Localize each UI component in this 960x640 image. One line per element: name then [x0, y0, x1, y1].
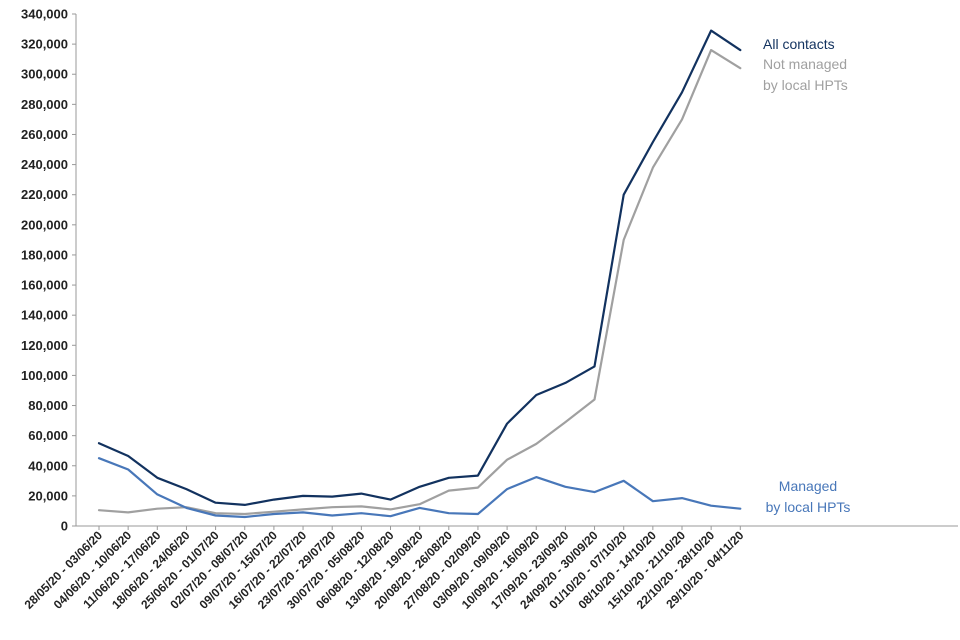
- series-label-line: Managed: [779, 478, 837, 494]
- series-label-all-contacts: All contacts: [763, 36, 835, 52]
- y-tick-label: 260,000: [21, 127, 68, 142]
- y-tick-label: 220,000: [21, 187, 68, 202]
- series-lines: [97, 29, 742, 519]
- series-label-line: Not managed: [763, 56, 847, 72]
- series-label-line: by local HPTs: [766, 499, 851, 515]
- series-line-managed-by-local-hpts: [97, 457, 742, 519]
- y-tick-label: 280,000: [21, 97, 68, 112]
- series-line-all-contacts: [97, 29, 742, 506]
- y-tick-label: 60,000: [28, 428, 68, 443]
- y-tick-label: 240,000: [21, 157, 68, 172]
- series-label-managed-by-local-hpts: Managed by local HPTs: [766, 478, 851, 515]
- y-tick-label: 340,000: [21, 7, 68, 22]
- y-tick-label: 160,000: [21, 278, 68, 293]
- y-tick-label: 20,000: [28, 488, 68, 503]
- y-axis-ticks: 0 20,000 40,000 60,000 80,000 100,000 120,000 1…: [21, 7, 76, 534]
- y-tick-label: 320,000: [21, 37, 68, 52]
- series-line-not-managed-by-local-hpts: [97, 48, 742, 516]
- y-tick-label: 200,000: [21, 217, 68, 232]
- series-label-line: All contacts: [763, 36, 835, 52]
- y-tick-label: 120,000: [21, 338, 68, 353]
- y-tick-label: 40,000: [28, 458, 68, 473]
- y-tick-label: 100,000: [21, 368, 68, 383]
- y-tick-label: 300,000: [21, 67, 68, 82]
- series-label-not-managed-by-local-hpts: Not managed by local HPTs: [763, 56, 848, 93]
- y-tick-label: 0: [61, 519, 68, 534]
- y-tick-label: 140,000: [21, 308, 68, 323]
- axes: [75, 14, 958, 527]
- series-label-line: by local HPTs: [763, 77, 848, 93]
- y-tick-label: 80,000: [28, 398, 68, 413]
- y-tick-label: 180,000: [21, 247, 68, 262]
